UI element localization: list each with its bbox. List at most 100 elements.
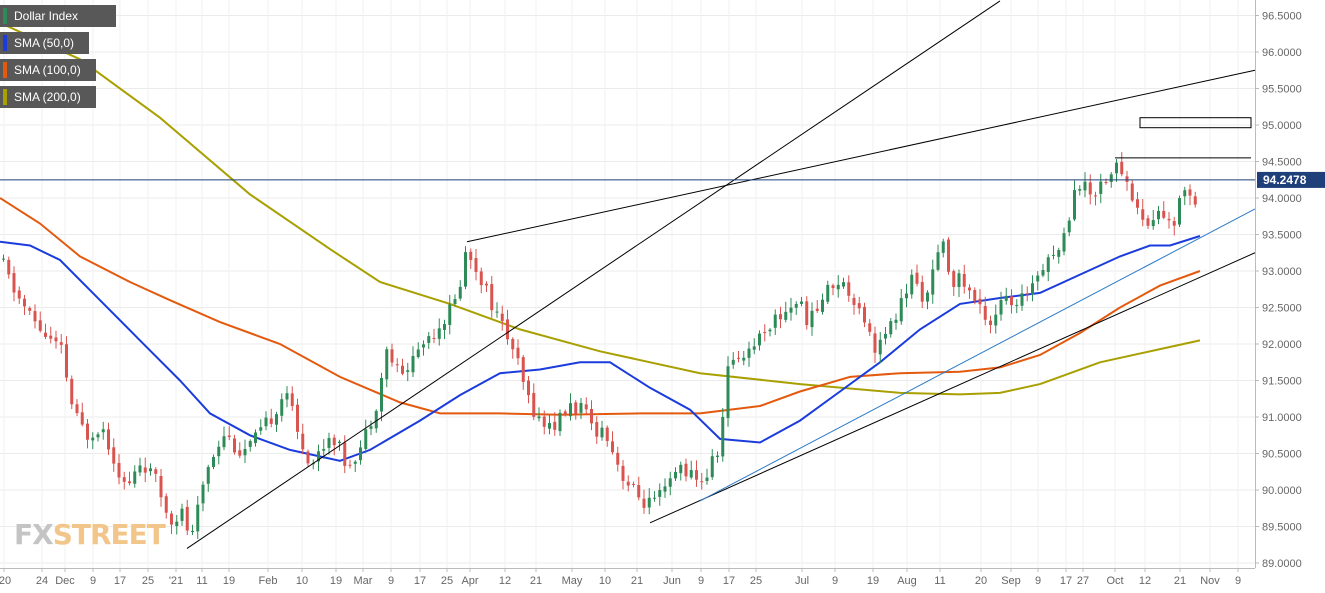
x-tick-label: Apr: [461, 575, 478, 587]
candle-body: [422, 344, 425, 348]
candle-body: [1067, 220, 1071, 233]
candle-body: [548, 423, 551, 429]
candle-body: [469, 251, 473, 261]
candle-body: [23, 298, 26, 307]
candle-body: [926, 292, 929, 302]
candle-body: [894, 319, 898, 323]
candle-body: [1141, 209, 1145, 220]
x-tick-label: Jun: [663, 575, 681, 587]
candle-body: [579, 403, 583, 413]
candle-body: [868, 323, 872, 332]
candle-body: [122, 477, 126, 482]
candle-body: [33, 311, 37, 322]
candle-body: [217, 446, 221, 457]
x-tick-label: Oct: [1106, 575, 1123, 587]
candle-body: [264, 417, 268, 427]
candle-body: [878, 339, 882, 355]
candle-body: [1088, 182, 1092, 195]
candle-body: [1188, 189, 1192, 196]
x-tick-label: 17: [1060, 575, 1072, 587]
candle-body: [873, 333, 877, 353]
candle-body: [269, 418, 273, 424]
candle-body: [973, 289, 977, 301]
candle-body: [1136, 199, 1139, 208]
candle-body: [621, 465, 625, 481]
candle-body: [1167, 218, 1171, 221]
candle-body: [962, 273, 966, 287]
candle-body: [511, 338, 515, 350]
watermark-street: STREET: [52, 518, 166, 551]
x-tick-label: Dec: [55, 575, 75, 587]
candle-body: [86, 423, 89, 440]
candle-body: [374, 410, 378, 429]
candle-body: [889, 321, 893, 335]
x-axis: '20 24 Dec 9 17 25 '21 11 19 Feb 10 19 Mar 9 17 25 Apr 12…: [0, 568, 1255, 587]
legend-item-sma-50[interactable]: SMA (50,0): [0, 32, 89, 54]
candle-body: [516, 347, 520, 359]
x-tick-label: 20: [975, 575, 987, 587]
candle-body: [537, 416, 541, 419]
x-tick-label: 25: [750, 575, 762, 587]
candle-body: [558, 412, 562, 432]
legend-swatch: [3, 62, 7, 78]
upper-parallel-line: [466, 69, 1256, 243]
candle-body: [490, 284, 494, 311]
candle-body: [49, 335, 53, 339]
legend-swatch: [3, 8, 7, 24]
candle-body: [154, 469, 158, 474]
y-tick-label: 92.5000: [1262, 303, 1302, 315]
candle-body: [905, 293, 908, 299]
candle-body: [1183, 190, 1187, 197]
candle-body: [495, 311, 499, 313]
candle-body: [206, 466, 210, 484]
candle-body: [80, 412, 84, 425]
candle-body: [773, 314, 777, 328]
candle-body: [689, 470, 693, 478]
candle-body: [857, 303, 861, 309]
candle-body: [705, 477, 709, 482]
sma-lines: [0, 21, 1201, 462]
candle-body: [532, 392, 536, 417]
candle-body: [831, 285, 835, 289]
candle-body: [978, 298, 982, 305]
candle-body: [842, 282, 845, 287]
candle-body: [920, 282, 924, 302]
candle-body: [710, 456, 714, 478]
candle-body: [1151, 220, 1155, 227]
y-tick-label: 94.5000: [1262, 157, 1302, 169]
candle-body: [616, 452, 620, 465]
candle-body: [605, 427, 609, 442]
candle-body: [28, 308, 32, 311]
candle-body: [411, 355, 415, 373]
candle-body: [248, 441, 252, 447]
candle-body: [1020, 293, 1024, 306]
candle-body: [863, 306, 866, 323]
legend-item-dollar-index[interactable]: Dollar Index Spot: [0, 5, 116, 45]
candle-body: [847, 282, 851, 296]
fxstreet-watermark: FXSTREET: [14, 518, 166, 551]
candle-body: [44, 332, 47, 337]
legend-item-sma-100[interactable]: SMA (100,0): [0, 59, 96, 81]
candle-body: [485, 283, 488, 286]
candle-body: [569, 403, 572, 417]
last-price-label: 94.2478: [1263, 173, 1307, 187]
candle-body: [164, 496, 168, 513]
y-tick-label: 95.0000: [1262, 120, 1302, 132]
candle-body: [259, 427, 263, 431]
candle-body: [941, 241, 945, 253]
candle-body: [752, 346, 756, 350]
candle-body: [821, 299, 824, 312]
x-tick-label: 11: [934, 575, 945, 587]
blue-support-line: [699, 208, 1256, 502]
x-tick-label: 24: [36, 575, 48, 587]
candle-body: [731, 359, 735, 365]
legend-item-sma-200[interactable]: SMA (200,0): [0, 86, 96, 108]
candle-body: [910, 274, 914, 295]
candle-body: [674, 471, 677, 479]
x-tick-label: '21: [169, 575, 183, 587]
candle-body: [2, 258, 5, 260]
candle-body: [784, 311, 788, 320]
x-tick-label: 9: [698, 575, 704, 587]
legend-label: SMA (50,0): [14, 36, 75, 50]
